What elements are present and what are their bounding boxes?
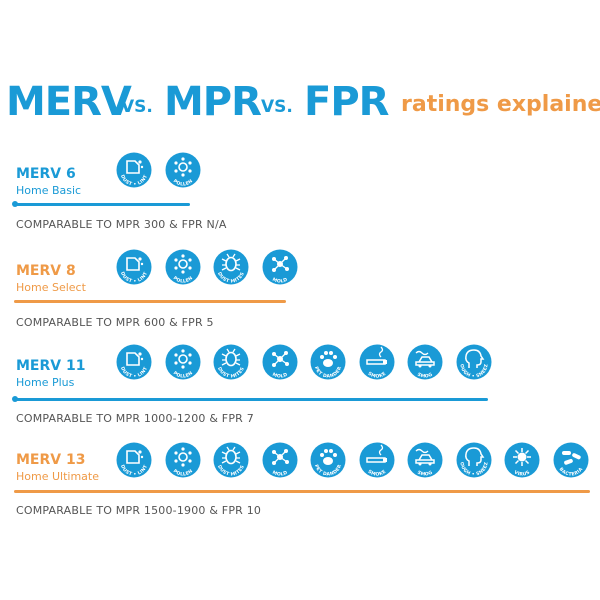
svg-text:SMOG: SMOG [416, 470, 434, 478]
smog-icon: SMOG [405, 342, 445, 382]
virus-icon: VIRUS [502, 440, 542, 480]
pet-dander-icon: PET DANDER [308, 342, 348, 382]
pollen-icon: POLLEN [163, 150, 203, 190]
dust-lint-icon: DUST • LINT [114, 247, 154, 287]
page-title: MERV VS. MPR VS. FPR ratings explained [6, 78, 600, 126]
tier-subtitle: Home Ultimate [16, 470, 99, 483]
icon-label: VIRUS [513, 469, 531, 477]
icon-label: POLLEN [171, 275, 193, 284]
rating-bar [14, 398, 488, 401]
pollen-icon: POLLEN [163, 247, 203, 287]
svg-text:POLLEN: POLLEN [171, 275, 193, 284]
mold-icon: MOLD [260, 440, 300, 480]
comparable-text: COMPARABLE TO MPR 1500-1900 & FPR 10 [16, 504, 262, 517]
icon-label: SMOG [416, 470, 433, 478]
cough-sneeze-icon: COUGH • SNEEZE [454, 342, 494, 382]
tier-subtitle: Home Basic [16, 184, 82, 197]
title-mpr: MPR [164, 79, 262, 125]
dust-mites-icon: DUST MITES [211, 440, 251, 480]
title-ratings-explained: ratings explained [401, 92, 600, 117]
rating-bar [14, 490, 590, 493]
svg-text:POLLEN: POLLEN [171, 370, 193, 379]
title-fpr: FPR [304, 79, 389, 125]
icon-label: SMOG [416, 372, 433, 380]
mold-icon: MOLD [260, 342, 300, 382]
title-vs-1: VS. [121, 97, 153, 117]
svg-text:POLLEN: POLLEN [171, 178, 193, 187]
pollen-icon: POLLEN [163, 342, 203, 382]
icon-label: MOLD [271, 277, 288, 285]
icon-label: MOLD [271, 372, 288, 380]
tier-name: MERV 6 [16, 166, 76, 182]
tier-name: MERV 11 [16, 358, 86, 374]
svg-text:SMOKE: SMOKE [366, 469, 387, 478]
svg-text:SMOG: SMOG [416, 372, 434, 380]
bacteria-icon: BACTERIA [551, 440, 591, 480]
comparable-text: COMPARABLE TO MPR 300 & FPR N/A [16, 218, 227, 231]
tier-subtitle: Home Plus [16, 376, 75, 389]
icon-label: POLLEN [171, 178, 193, 187]
mold-icon: MOLD [260, 247, 300, 287]
rating-bar [14, 203, 190, 206]
tier-subtitle: Home Select [16, 281, 86, 294]
pollen-icon: POLLEN [163, 440, 203, 480]
smoke-icon: SMOKE [357, 342, 397, 382]
dust-mites-icon: DUST MITES [211, 342, 251, 382]
icon-label: POLLEN [171, 468, 193, 477]
svg-text:POLLEN: POLLEN [171, 468, 193, 477]
dust-lint-icon: DUST • LINT [114, 150, 154, 190]
smog-icon: SMOG [405, 440, 445, 480]
pet-dander-icon: PET DANDER [308, 440, 348, 480]
comparable-text: COMPARABLE TO MPR 600 & FPR 5 [16, 316, 214, 329]
icon-label: SMOKE [366, 371, 386, 380]
svg-text:MOLD: MOLD [271, 372, 288, 380]
title-vs-2: VS. [261, 97, 293, 117]
cough-sneeze-icon: COUGH • SNEEZE [454, 440, 494, 480]
smoke-icon: SMOKE [357, 440, 397, 480]
tier-name: MERV 8 [16, 263, 76, 279]
svg-text:SMOKE: SMOKE [366, 371, 387, 380]
dust-mites-icon: DUST MITES [211, 247, 251, 287]
svg-text:MOLD: MOLD [271, 277, 288, 285]
title-merv: MERV [6, 79, 132, 125]
tier-name: MERV 13 [16, 452, 86, 468]
dust-lint-icon: DUST • LINT [114, 440, 154, 480]
icon-label: SMOKE [366, 469, 386, 478]
rating-bar [14, 300, 286, 303]
icon-label: POLLEN [171, 370, 193, 379]
icon-label: MOLD [271, 470, 288, 478]
comparable-text: COMPARABLE TO MPR 1000-1200 & FPR 7 [16, 412, 254, 425]
dust-lint-icon: DUST • LINT [114, 342, 154, 382]
svg-text:VIRUS: VIRUS [513, 469, 531, 477]
svg-text:MOLD: MOLD [271, 470, 288, 478]
